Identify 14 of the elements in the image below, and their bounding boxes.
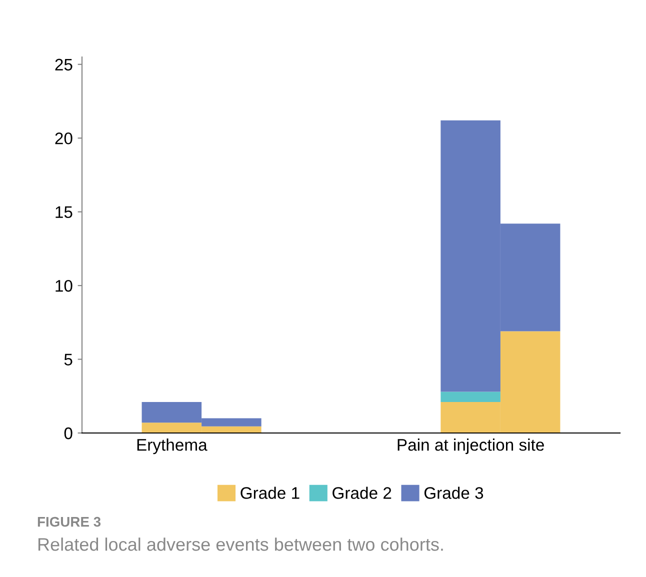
y-tick-label: 20 xyxy=(55,132,72,144)
x-tick-label: Pain at injection site xyxy=(398,438,544,454)
y-tick-label: 0 xyxy=(64,427,72,440)
y-tick-label: 5 xyxy=(64,354,72,366)
y-tick-label: 25 xyxy=(55,58,72,71)
text: FIGURE 3 xyxy=(38,516,101,527)
legend-label: Grade 1 xyxy=(240,486,300,499)
y-tick-label: 10 xyxy=(56,280,72,292)
legend-label: Grade 2 xyxy=(332,486,392,499)
text: Related local adverse events between two cohorts. xyxy=(38,538,443,551)
legend-label: Grade 3 xyxy=(424,486,484,499)
bar xyxy=(440,392,500,402)
y-tick-label: 15 xyxy=(56,206,72,218)
x-tick-label: Erythema xyxy=(137,438,208,454)
